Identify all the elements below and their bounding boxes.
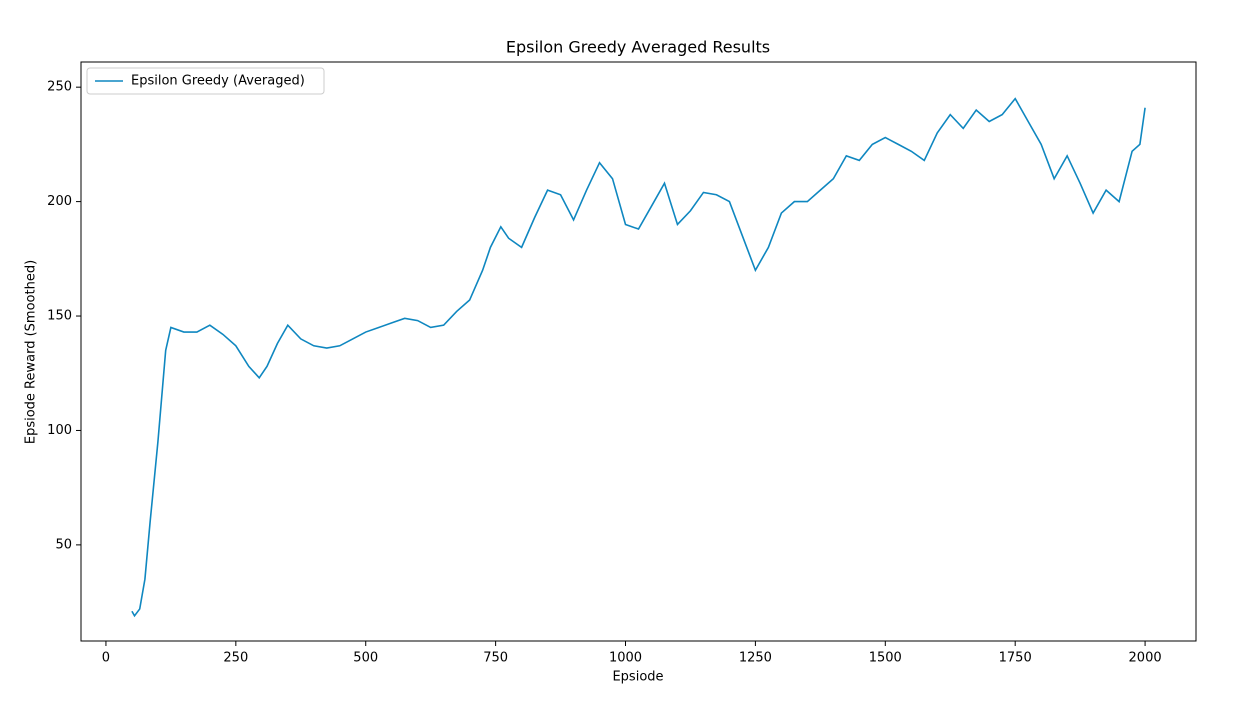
x-tick-label: 1250 <box>739 651 772 666</box>
y-tick-label: 250 <box>47 80 72 95</box>
y-tick-label: 100 <box>47 423 72 438</box>
legend-box <box>86 67 325 95</box>
x-tick-label: 1000 <box>609 651 642 666</box>
legend-label: Epsilon Greedy (Averaged) <box>131 74 305 89</box>
x-tick-label: 1500 <box>869 651 902 666</box>
y-axis-label: Epsiode Reward (Smoothed) <box>24 260 39 444</box>
x-tick-label: 250 <box>223 651 248 666</box>
chart-title: Epsilon Greedy Averaged Results <box>506 38 770 57</box>
x-tick-label: 500 <box>353 651 378 666</box>
x-tick-label: 0 <box>102 651 110 666</box>
y-tick-label: 50 <box>55 537 72 552</box>
line-series <box>131 97 1146 618</box>
plot-frame <box>80 61 1197 642</box>
y-tick-label: 150 <box>47 309 72 324</box>
x-tick-label: 2000 <box>1129 651 1162 666</box>
x-axis-label: Epsiode <box>612 670 663 685</box>
y-tick-label: 200 <box>47 194 72 209</box>
x-tick-label: 750 <box>483 651 508 666</box>
x-tick-label: 1750 <box>999 651 1032 666</box>
